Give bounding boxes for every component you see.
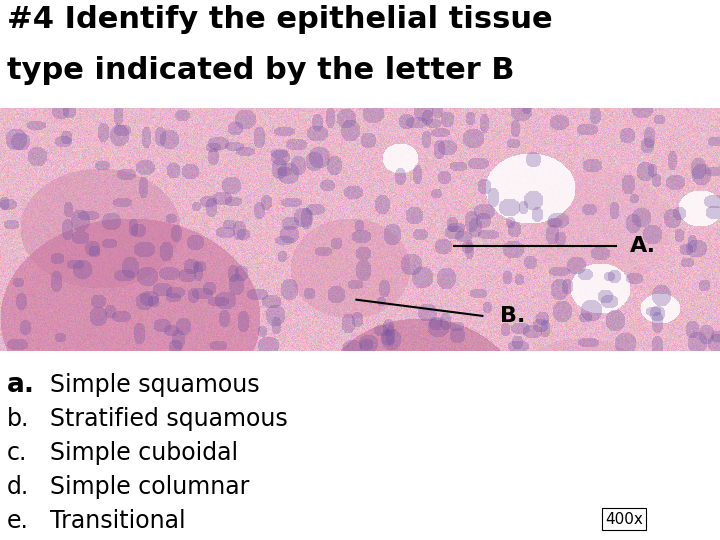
Text: type indicated by the letter B: type indicated by the letter B (7, 56, 515, 85)
Text: Simple squamous: Simple squamous (50, 373, 260, 397)
Text: a.: a. (7, 372, 35, 398)
Text: B.: B. (500, 306, 526, 326)
Text: e.: e. (7, 509, 29, 533)
Text: d.: d. (7, 475, 30, 499)
Text: c.: c. (7, 441, 27, 465)
Text: Simple columnar: Simple columnar (50, 475, 250, 499)
Text: 400x: 400x (605, 511, 643, 526)
Text: Transitional: Transitional (50, 509, 186, 533)
Text: Stratified squamous: Stratified squamous (50, 407, 288, 431)
Text: #4 Identify the epithelial tissue: #4 Identify the epithelial tissue (7, 5, 553, 35)
Text: Simple cuboidal: Simple cuboidal (50, 441, 238, 465)
Text: A.: A. (630, 235, 656, 256)
Text: b.: b. (7, 407, 30, 431)
